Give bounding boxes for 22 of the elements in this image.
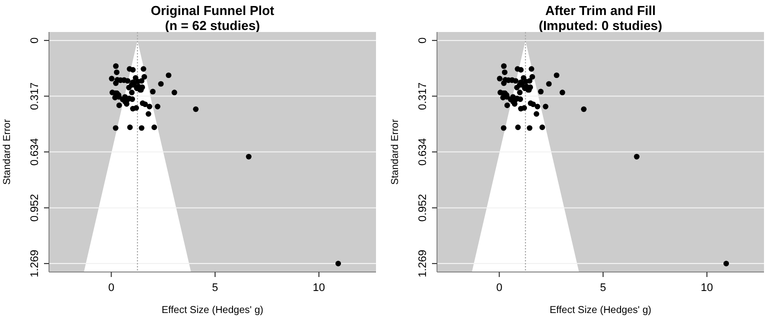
x-tick-label: 10 — [312, 282, 326, 294]
x-axis-title: Effect Size (Hedges' g) — [550, 305, 652, 316]
y-tick-label: 0.317 — [29, 82, 41, 110]
y-axis-title: Standard Error — [2, 118, 13, 185]
y-tick-label: 1.269 — [29, 250, 41, 278]
chart-title: After Trim and Fill (Imputed: 0 studies) — [538, 3, 662, 33]
y-tick-label: 0.952 — [29, 194, 41, 222]
x-tick-label: 5 — [212, 282, 218, 294]
y-tick-label: 1.269 — [417, 250, 429, 278]
y-tick-label: 0.634 — [29, 138, 41, 166]
y-tick-label: 0 — [29, 37, 41, 44]
x-tick-label: 0 — [496, 282, 502, 294]
y-tick-label: 0 — [417, 37, 429, 44]
chart-title: Original Funnel Plot (n = 62 studies) — [150, 3, 275, 33]
x-tick-label: 0 — [108, 282, 114, 294]
y-axis-title: Standard Error — [390, 118, 401, 185]
y-tick-label: 0.317 — [417, 82, 429, 110]
x-tick-label: 10 — [700, 282, 714, 294]
y-tick-label: 0.634 — [417, 138, 429, 166]
x-tick-label: 5 — [600, 282, 606, 294]
x-axis-title: Effect Size (Hedges' g) — [162, 305, 264, 316]
y-tick-label: 0.952 — [417, 194, 429, 222]
